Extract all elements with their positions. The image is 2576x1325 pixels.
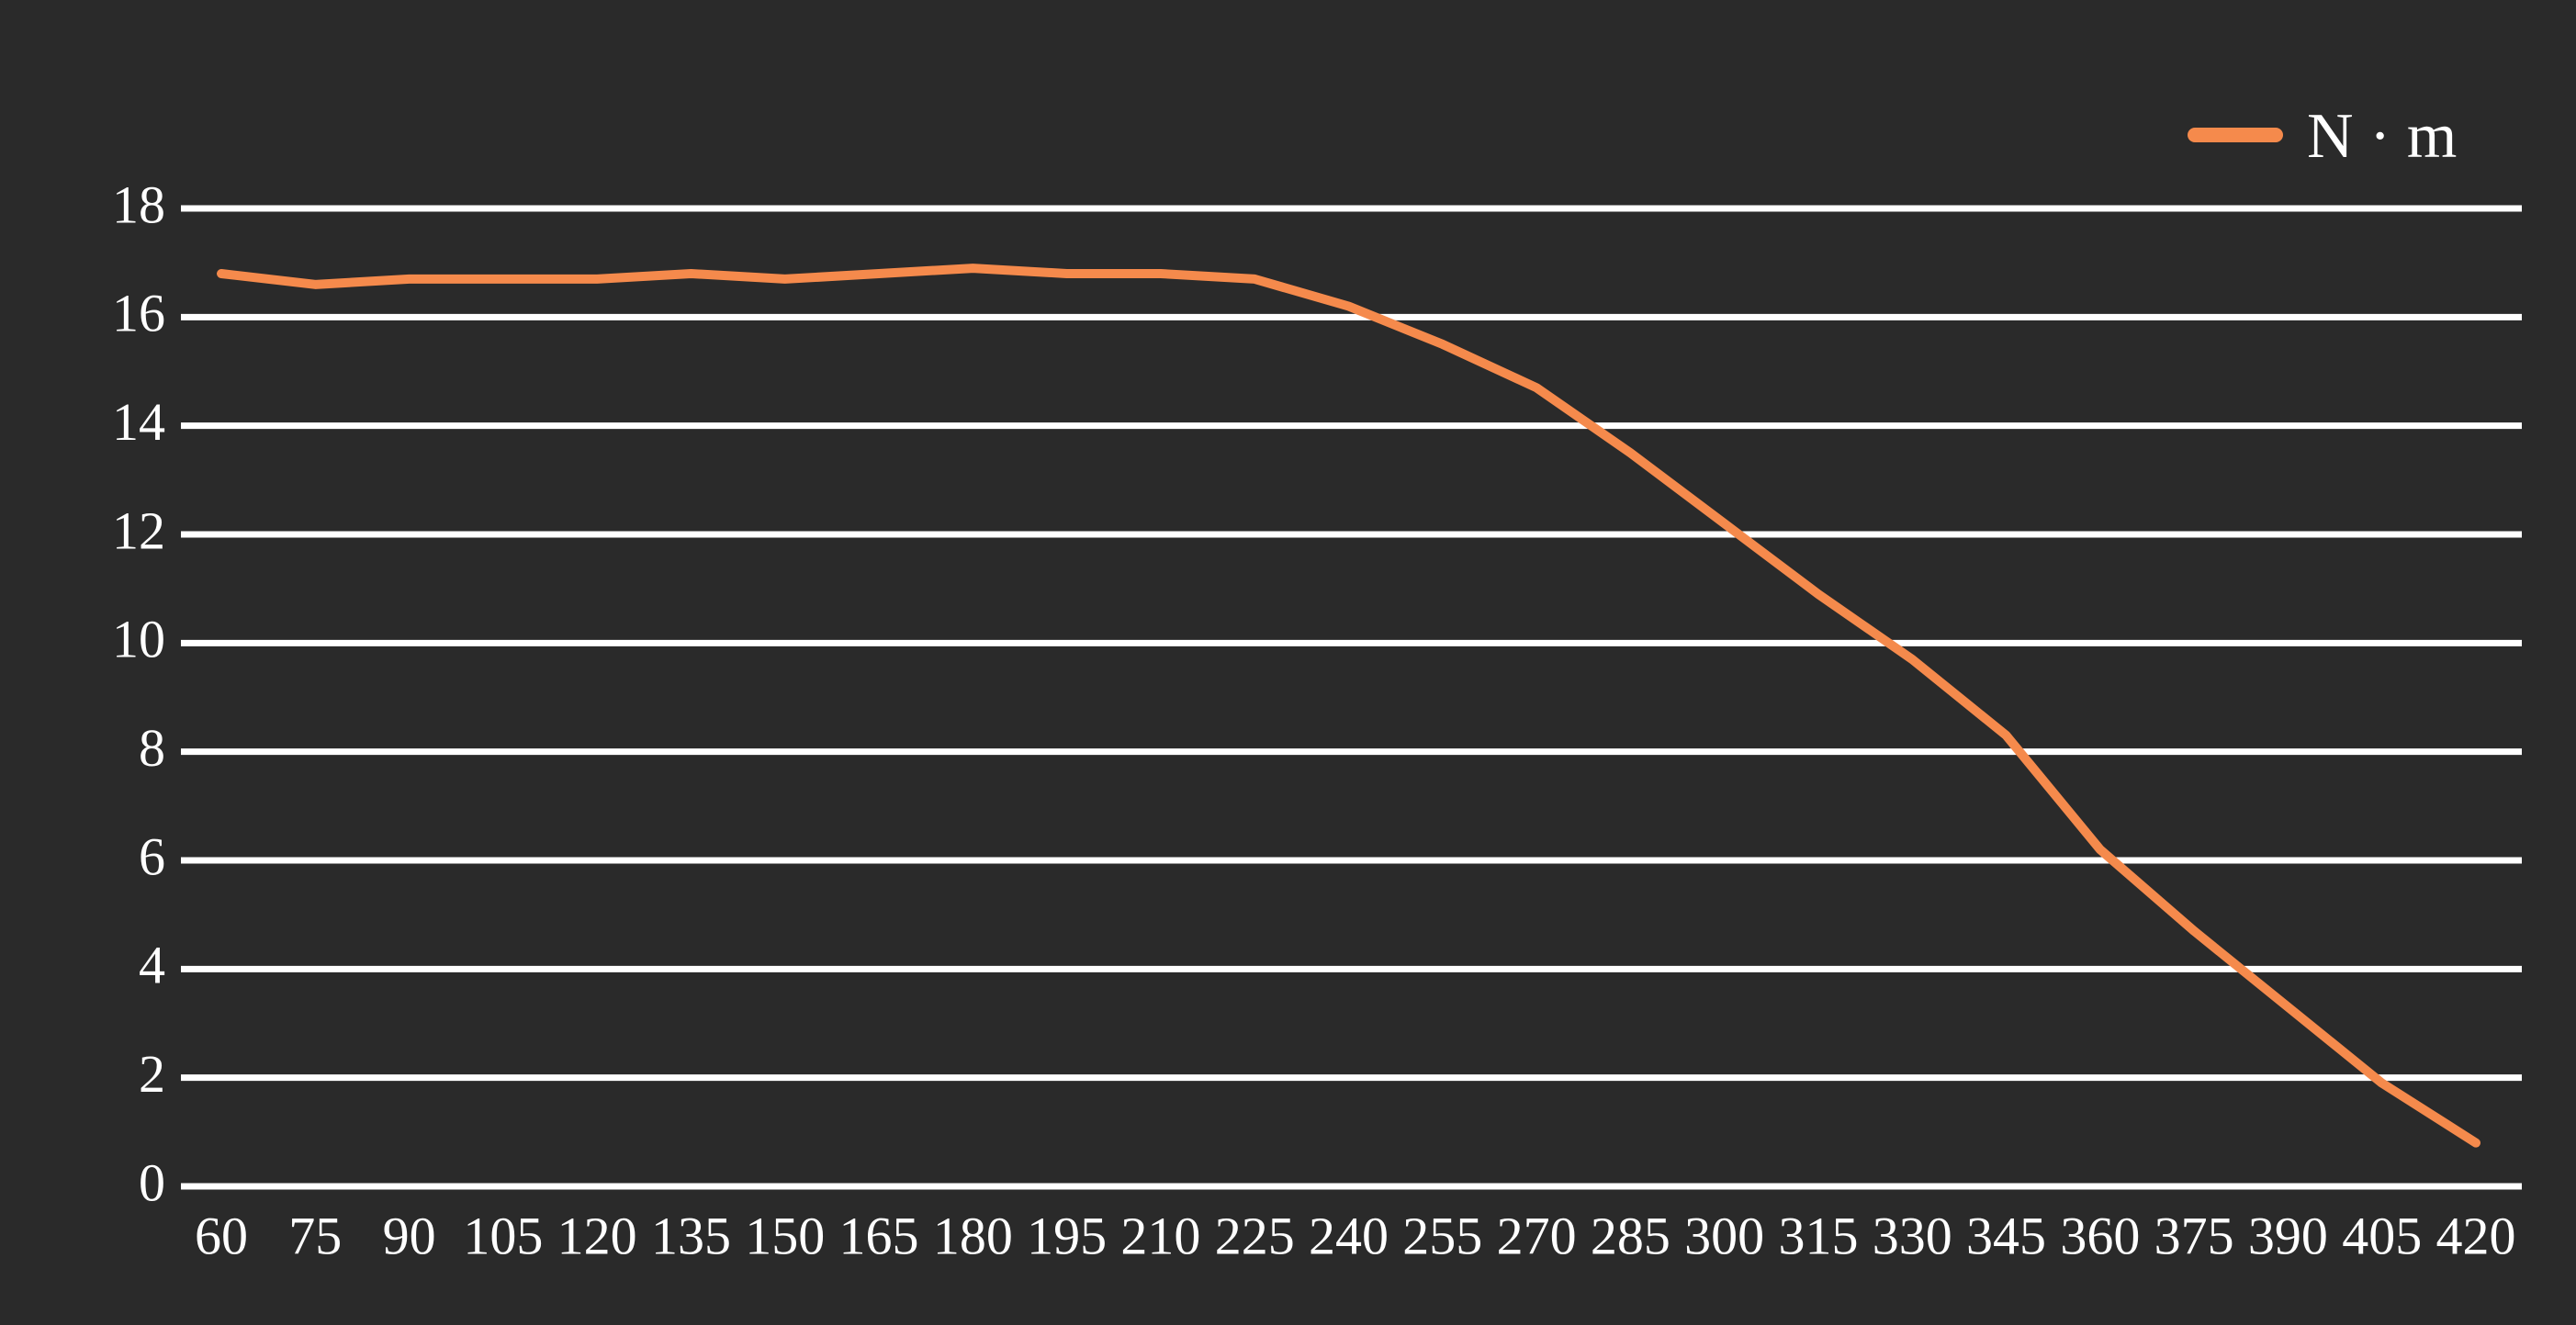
x-tick-label: 285 bbox=[1591, 1206, 1670, 1265]
y-tick-label: 0 bbox=[139, 1152, 165, 1212]
x-tick-label: 300 bbox=[1684, 1206, 1764, 1265]
y-tick-label: 10 bbox=[112, 610, 165, 669]
y-tick-label: 4 bbox=[139, 936, 165, 995]
x-tick-label: 360 bbox=[2060, 1206, 2140, 1265]
x-tick-label: 405 bbox=[2342, 1206, 2422, 1265]
x-tick-label: 225 bbox=[1215, 1206, 1295, 1265]
legend-label: N · m bbox=[2307, 101, 2457, 172]
x-tick-label: 315 bbox=[1778, 1206, 1858, 1265]
x-tick-label: 75 bbox=[288, 1206, 342, 1265]
y-tick-label: 2 bbox=[139, 1044, 165, 1104]
x-tick-label: 105 bbox=[463, 1206, 543, 1265]
y-tick-label: 16 bbox=[112, 284, 165, 343]
x-tick-label: 420 bbox=[2436, 1206, 2516, 1265]
x-tick-label: 255 bbox=[1402, 1206, 1482, 1265]
y-tick-label: 18 bbox=[112, 174, 165, 234]
x-tick-label: 330 bbox=[1873, 1206, 1952, 1265]
x-tick-label: 180 bbox=[933, 1206, 1013, 1265]
x-tick-label: 165 bbox=[839, 1206, 919, 1265]
y-tick-label: 14 bbox=[112, 392, 165, 452]
y-tick-label: 8 bbox=[139, 718, 165, 778]
data-line bbox=[217, 264, 2480, 1148]
y-tick-label: 12 bbox=[112, 500, 165, 560]
x-tick-label: 240 bbox=[1309, 1206, 1389, 1265]
x-tick-label: 90 bbox=[383, 1206, 436, 1265]
x-tick-label: 120 bbox=[557, 1206, 637, 1265]
x-tick-label: 345 bbox=[1966, 1206, 2046, 1265]
x-tick-label: 135 bbox=[651, 1206, 731, 1265]
x-tick-label: 150 bbox=[745, 1206, 825, 1265]
x-tick-label: 375 bbox=[2154, 1206, 2234, 1265]
x-tick-label: 60 bbox=[195, 1206, 248, 1265]
x-tick-label: 195 bbox=[1027, 1206, 1107, 1265]
x-tick-label: 210 bbox=[1120, 1206, 1200, 1265]
x-tick-label: 270 bbox=[1497, 1206, 1577, 1265]
y-tick-label: 6 bbox=[139, 826, 165, 886]
x-tick-label: 390 bbox=[2248, 1206, 2328, 1265]
